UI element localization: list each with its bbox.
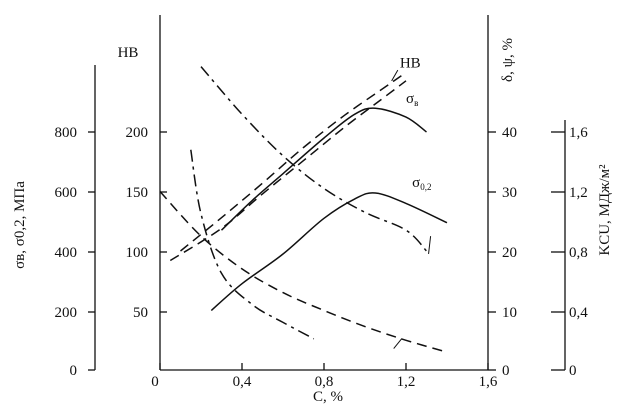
stress-tick-label: 800 [55, 125, 78, 141]
hb-tick-label: 150 [126, 185, 149, 201]
curve-label: σв [406, 91, 418, 108]
hb-tick-label: 100 [126, 245, 149, 261]
series-layer [159, 66, 448, 353]
curve-unlabeled-6 [169, 80, 407, 262]
curve-label-main: σ [412, 175, 420, 191]
curve-02 [210, 192, 448, 312]
curve-series-1 [220, 107, 427, 231]
curve-label: HB [400, 56, 421, 72]
curve-hb [180, 71, 407, 252]
ksu-axis-title: KCU, МДж/м² [597, 164, 613, 256]
ksu-tick-label: 1,6 [569, 125, 588, 141]
ksu-tick-label: 0,4 [569, 305, 588, 321]
curve-label-sub: 0,2 [420, 182, 431, 192]
x-axis-title: C, % [313, 389, 343, 405]
hb-leader [391, 69, 399, 82]
x-tick-label: 1,6 [479, 374, 498, 390]
x-tick-label: 0 [151, 374, 159, 390]
hb-axis-title: HB [118, 45, 139, 61]
curve-series-3 [200, 66, 428, 252]
hb-tick-label: 200 [126, 125, 149, 141]
elong-tick-label: 0 [502, 363, 510, 379]
stress-tick-label: 400 [55, 245, 78, 261]
ksu-tick-label: 0 [569, 363, 577, 379]
delta-leader [393, 338, 403, 349]
stress-axis-title: σв, σ0,2, МПа [12, 181, 28, 269]
hb-tick-label: 50 [133, 305, 148, 321]
x-tick-label: 0,4 [233, 374, 252, 390]
stress-tick-label: 0 [70, 363, 78, 379]
elong-axis-title: δ, ψ, % [500, 38, 516, 82]
psi-leader [428, 236, 432, 255]
ksu-tick-label: 0,8 [569, 245, 588, 261]
elong-tick-label: 10 [502, 305, 517, 321]
curve-kcu [190, 149, 315, 340]
stress-tick-label: 600 [55, 185, 78, 201]
ksu-tick-label: 1,2 [569, 185, 588, 201]
x-tick-label: 0,8 [315, 374, 334, 390]
curve-series-4 [159, 190, 448, 353]
elong-tick-label: 40 [502, 125, 517, 141]
curve-label: σ0,2 [412, 175, 431, 192]
stress-tick-label: 200 [55, 305, 78, 321]
elong-tick-label: 30 [502, 185, 517, 201]
curve-label-main: σ [406, 91, 414, 107]
elong-tick-label: 20 [502, 245, 517, 261]
x-tick-label: 1,2 [397, 374, 416, 390]
curve-label-sub: в [414, 98, 418, 108]
